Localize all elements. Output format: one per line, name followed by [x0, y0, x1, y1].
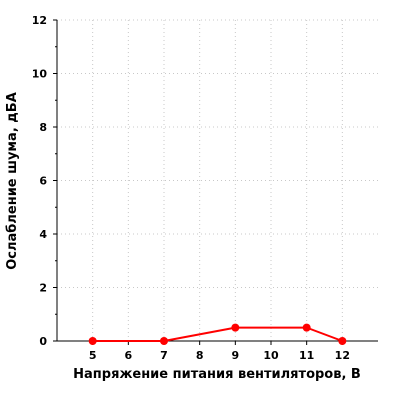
- x-tick-label: 8: [196, 349, 204, 362]
- x-tick-label: 11: [299, 349, 314, 362]
- x-tick-label: 12: [335, 349, 350, 362]
- y-axis-title: Ослабление шума, дБА: [5, 92, 20, 270]
- y-tick-label: 8: [39, 121, 47, 134]
- data-point: [160, 337, 168, 345]
- x-tick-label: 10: [263, 349, 279, 362]
- y-tick-label: 2: [39, 282, 47, 295]
- data-point: [338, 337, 347, 345]
- x-axis-title: Напряжение питания вентиляторов, В: [73, 367, 361, 382]
- y-tick-label: 4: [39, 228, 47, 241]
- ticks: 5 6 7 8 9 10 11 12 0 2 4 6 8 10 12: [32, 14, 350, 362]
- data-point: [231, 323, 240, 332]
- data-point: [88, 337, 97, 345]
- y-tick-label: 6: [39, 175, 47, 188]
- x-tick-label: 5: [89, 349, 97, 362]
- y-tick-label: 0: [39, 335, 47, 348]
- x-tick-label: 6: [125, 349, 133, 362]
- x-tick-label: 7: [160, 349, 168, 362]
- y-tick-label: 12: [32, 14, 47, 27]
- x-tick-label: 9: [232, 349, 240, 362]
- grid: [57, 19, 378, 341]
- series: [88, 323, 347, 345]
- data-point: [302, 323, 311, 332]
- y-tick-label: 10: [32, 68, 48, 81]
